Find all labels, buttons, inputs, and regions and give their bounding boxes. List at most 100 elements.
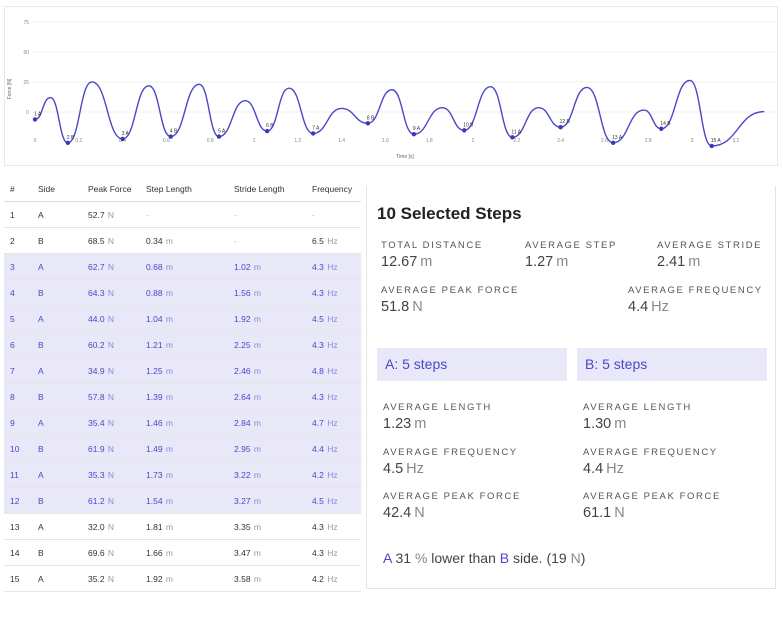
table-row[interactable]: 3 A 62.7 N 0.68 m 1.02 m 4.3 Hz	[4, 253, 361, 280]
x-tick-label: 0.2	[75, 138, 82, 144]
step-marker	[462, 128, 467, 133]
comparison-tail: side. (19	[513, 550, 567, 566]
cell-side: B	[32, 331, 82, 358]
cell-frequency: 4.4 Hz	[306, 435, 361, 462]
table-row[interactable]: 13 A 32.0 N 1.81 m 3.35 m 4.3 Hz	[4, 513, 361, 540]
cell-peak-force: 34.9 N	[82, 357, 140, 384]
x-tick-label: 3	[691, 138, 694, 144]
step-marker-label: 3 A	[122, 131, 130, 137]
col-stride-length-header[interactable]: Stride Length	[228, 176, 306, 202]
x-tick-label: 0.8	[207, 138, 214, 144]
step-marker-label: 2 B	[67, 135, 75, 141]
side-b-frequency-label: AVERAGE FREQUENCY	[583, 447, 718, 458]
side-a-peak-force-value: 42.4 N	[383, 505, 425, 521]
average-frequency-value: 4.4 Hz	[628, 299, 669, 315]
table-row[interactable]: 8 B 57.8 N 1.39 m 2.64 m 4.3 Hz	[4, 383, 361, 410]
step-marker	[65, 140, 71, 145]
table-row[interactable]: 10 B 61.9 N 1.49 m 2.95 m 4.4 Hz	[4, 435, 361, 462]
force-chart: 755025000.20.40.60.811.21.41.61.822.22.4…	[4, 6, 778, 166]
cell-number: 12	[4, 487, 32, 514]
cell-number: 6	[4, 331, 32, 358]
cell-side: A	[32, 253, 82, 280]
table-row[interactable]: 7 A 34.9 N 1.25 m 2.46 m 4.8 Hz	[4, 357, 361, 384]
cell-number: 8	[4, 383, 32, 410]
cell-frequency: 4.3 Hz	[306, 539, 361, 566]
table-row[interactable]: 12 B 61.2 N 1.54 m 3.27 m 4.5 Hz	[4, 487, 361, 514]
col-frequency-header[interactable]: Frequency	[306, 176, 361, 202]
x-tick-label: 1.2	[294, 138, 301, 144]
col-number-header[interactable]: #	[4, 176, 32, 202]
step-marker-label: 7 A	[312, 125, 320, 131]
col-peak-force-header[interactable]: Peak Force	[82, 176, 140, 202]
comparison-middle: lower than	[431, 550, 496, 566]
cell-step-length: 0.34 m	[140, 227, 228, 254]
y-axis-label: Force [N]	[7, 78, 13, 99]
force-series-line	[34, 79, 765, 147]
table-row[interactable]: 15 A 35.2 N 1.92 m 3.58 m 4.2 Hz	[4, 565, 361, 592]
cell-frequency: 4.8 Hz	[306, 357, 361, 384]
total-distance-label: TOTAL DISTANCE	[381, 240, 483, 251]
step-marker	[659, 126, 664, 131]
cell-step-length: 1.21 m	[140, 331, 228, 358]
step-marker-label: 13 A	[612, 135, 623, 141]
cell-step-length: 1.39 m	[140, 383, 228, 410]
total-distance-value: 12.67 m	[381, 254, 433, 270]
table-row[interactable]: 9 A 35.4 N 1.46 m 2.84 m 4.7 Hz	[4, 409, 361, 436]
step-marker	[365, 121, 371, 126]
table-row[interactable]: 11 A 35.3 N 1.73 m 3.22 m 4.2 Hz	[4, 461, 361, 488]
x-axis-label: Time [s]	[396, 154, 414, 160]
step-marker	[558, 125, 563, 130]
selection-summary-panel: 10 Selected Steps TOTAL DISTANCE 12.67 m …	[366, 186, 776, 589]
table-header-row: # Side Peak Force Step Length Stride Len…	[4, 176, 361, 202]
cell-side: B	[32, 279, 82, 306]
col-step-length-header[interactable]: Step Length	[140, 176, 228, 202]
cell-peak-force: 35.4 N	[82, 409, 140, 436]
comparison-side1: A	[383, 550, 392, 566]
cell-number: 4	[4, 279, 32, 306]
cell-stride-length: 2.95 m	[228, 435, 306, 462]
table-row[interactable]: 14 B 69.6 N 1.66 m 3.47 m 4.3 Hz	[4, 539, 361, 566]
average-peak-force-label: AVERAGE PEAK FORCE	[381, 285, 519, 296]
table-row[interactable]: 5 A 44.0 N 1.04 m 1.92 m 4.5 Hz	[4, 305, 361, 332]
cell-step-length: 0.88 m	[140, 279, 228, 306]
step-marker	[310, 131, 316, 136]
cell-side: A	[32, 305, 82, 332]
col-side-header[interactable]: Side	[32, 176, 82, 202]
summary-title: 10 Selected Steps	[377, 204, 522, 223]
cell-stride-length: 2.84 m	[228, 409, 306, 436]
side-a-header[interactable]: A: 5 steps	[377, 348, 567, 381]
cell-frequency: 4.3 Hz	[306, 513, 361, 540]
cell-peak-force: 57.8 N	[82, 383, 140, 410]
step-marker-label: 4 B	[170, 129, 178, 135]
side-a-frequency-value: 4.5 Hz	[383, 461, 424, 477]
cell-peak-force: 62.7 N	[82, 253, 140, 280]
x-tick-label: 2.4	[557, 138, 564, 144]
comparison-side2: B	[499, 550, 510, 566]
cell-stride-length: 1.02 m	[228, 253, 306, 280]
table-row[interactable]: 4 B 64.3 N 0.88 m 1.56 m 4.3 Hz	[4, 279, 361, 306]
cell-frequency: 4.5 Hz	[306, 305, 361, 332]
cell-step-length: 1.04 m	[140, 305, 228, 332]
cell-side: B	[32, 435, 82, 462]
cell-peak-force: 35.2 N	[82, 565, 140, 592]
y-tick-label: 50	[23, 50, 29, 56]
cell-side: A	[32, 201, 82, 228]
cell-stride-length: 1.56 m	[228, 279, 306, 306]
cell-peak-force: 64.3 N	[82, 279, 140, 306]
x-tick-label: 2.2	[513, 138, 520, 144]
side-b-header[interactable]: B: 5 steps	[577, 348, 767, 381]
cell-step-length: 1.49 m	[140, 435, 228, 462]
cell-peak-force: 44.0 N	[82, 305, 140, 332]
cell-number: 1	[4, 201, 32, 228]
table-row[interactable]: 2 B 68.5 N 0.34 m -6.5 Hz	[4, 227, 361, 254]
step-marker	[32, 117, 38, 122]
cell-number: 9	[4, 409, 32, 436]
table-row[interactable]: 6 B 60.2 N 1.21 m 2.25 m 4.3 Hz	[4, 331, 361, 358]
table-row[interactable]: 1 A 52.7 N---	[4, 201, 361, 228]
side-b-length-value: 1.30 m	[583, 416, 627, 432]
step-marker	[709, 143, 714, 149]
cell-peak-force: 32.0 N	[82, 513, 140, 540]
force-chart-svg: 755025000.20.40.60.811.21.41.61.822.22.4…	[7, 20, 775, 160]
step-marker-label: 6 B	[266, 123, 274, 129]
average-stride-label: AVERAGE STRIDE	[657, 240, 763, 251]
